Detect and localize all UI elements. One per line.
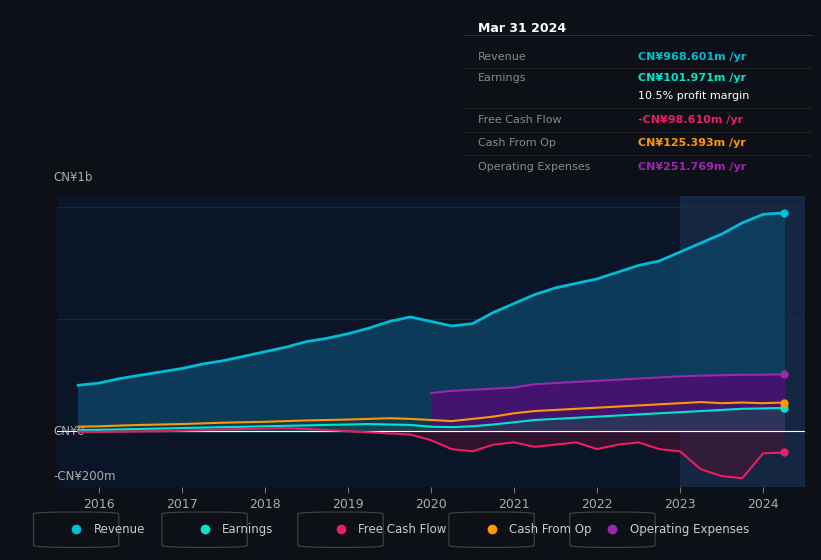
Text: CN¥968.601m /yr: CN¥968.601m /yr xyxy=(639,52,747,62)
FancyBboxPatch shape xyxy=(162,512,247,547)
Text: Cash From Op: Cash From Op xyxy=(478,138,556,148)
Text: CN¥101.971m /yr: CN¥101.971m /yr xyxy=(639,73,746,83)
Text: CN¥251.769m /yr: CN¥251.769m /yr xyxy=(639,162,746,172)
Text: CN¥0: CN¥0 xyxy=(53,424,85,438)
Text: Earnings: Earnings xyxy=(222,522,273,536)
Bar xyxy=(680,196,805,487)
FancyBboxPatch shape xyxy=(34,512,119,547)
Text: -CN¥200m: -CN¥200m xyxy=(53,469,117,483)
Text: Free Cash Flow: Free Cash Flow xyxy=(358,522,447,536)
Text: Earnings: Earnings xyxy=(478,73,526,83)
Text: Revenue: Revenue xyxy=(478,52,526,62)
Text: Mar 31 2024: Mar 31 2024 xyxy=(478,21,566,35)
Text: Operating Expenses: Operating Expenses xyxy=(478,162,590,172)
Text: CN¥1b: CN¥1b xyxy=(53,171,93,184)
Text: CN¥125.393m /yr: CN¥125.393m /yr xyxy=(639,138,746,148)
Text: Free Cash Flow: Free Cash Flow xyxy=(478,115,562,125)
FancyBboxPatch shape xyxy=(449,512,534,547)
Text: Revenue: Revenue xyxy=(94,522,145,536)
FancyBboxPatch shape xyxy=(298,512,383,547)
FancyBboxPatch shape xyxy=(570,512,655,547)
Text: Cash From Op: Cash From Op xyxy=(509,522,592,536)
Text: Operating Expenses: Operating Expenses xyxy=(631,522,750,536)
Text: 10.5% profit margin: 10.5% profit margin xyxy=(639,91,750,101)
Text: -CN¥98.610m /yr: -CN¥98.610m /yr xyxy=(639,115,744,125)
